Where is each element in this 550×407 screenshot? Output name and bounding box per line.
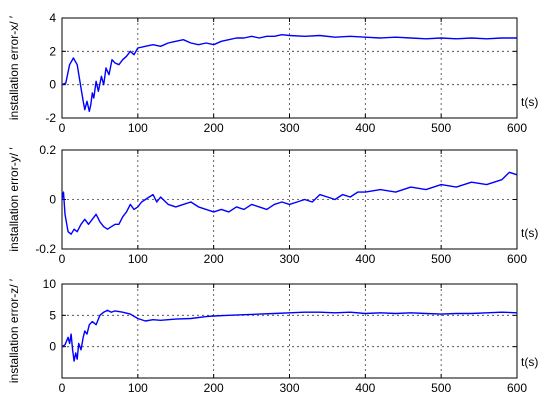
y-tick-label: 2 [49, 44, 56, 58]
y-tick-label: -0.2 [35, 242, 56, 256]
x-tick-label: 300 [279, 121, 299, 135]
y-axis-label: installation error-z/ ′ [7, 278, 21, 383]
x-tick-label: 500 [431, 381, 451, 395]
x-tick-label: 300 [279, 252, 299, 266]
y-tick-label: 4 [49, 11, 56, 25]
y-tick-label: -2 [45, 111, 56, 125]
x-tick-label: 600 [507, 252, 527, 266]
x-tick-label: 100 [128, 252, 148, 266]
x-axis-label: t(s) [521, 95, 538, 109]
x-tick-label: 0 [59, 252, 66, 266]
subplot-3: 0 100 200 300 400 500 600 0 5 10 installation erro… [7, 277, 538, 395]
x-axis-label: t(s) [521, 226, 538, 240]
x-tick-label: 400 [355, 121, 375, 135]
x-tick-label: 600 [507, 381, 527, 395]
x-tick-label: 400 [355, 252, 375, 266]
y-tick-label: 0.2 [39, 143, 56, 157]
subplot-2: 0 100 200 300 400 500 600-0.200.2installation … [7, 143, 538, 266]
x-tick-label: 200 [204, 252, 224, 266]
y-tick-label: 0 [49, 193, 56, 207]
y-tick-label: 5 [49, 308, 56, 322]
x-tick-label: 500 [431, 252, 451, 266]
x-tick-label: 200 [204, 121, 224, 135]
y-tick-label: 0 [49, 340, 56, 354]
x-tick-label: 500 [431, 121, 451, 135]
x-tick-label: 0 [59, 381, 66, 395]
series-line [61, 309, 518, 362]
y-axis-label: installation error-y/ ′ [7, 147, 21, 252]
x-tick-label: 100 [128, 381, 148, 395]
x-tick-label: 400 [355, 381, 375, 395]
y-tick-label: 0 [49, 78, 56, 92]
y-tick-label: 10 [43, 277, 57, 291]
x-tick-label: 600 [507, 121, 527, 135]
series-line [61, 34, 517, 112]
x-axis-label: t(s) [521, 355, 538, 369]
x-tick-label: 100 [128, 121, 148, 135]
y-axis-label: installation error-x/ ′ [7, 15, 21, 120]
x-tick-label: 0 [59, 121, 66, 135]
x-tick-label: 300 [279, 381, 299, 395]
series-line [61, 171, 518, 235]
x-tick-label: 200 [204, 381, 224, 395]
